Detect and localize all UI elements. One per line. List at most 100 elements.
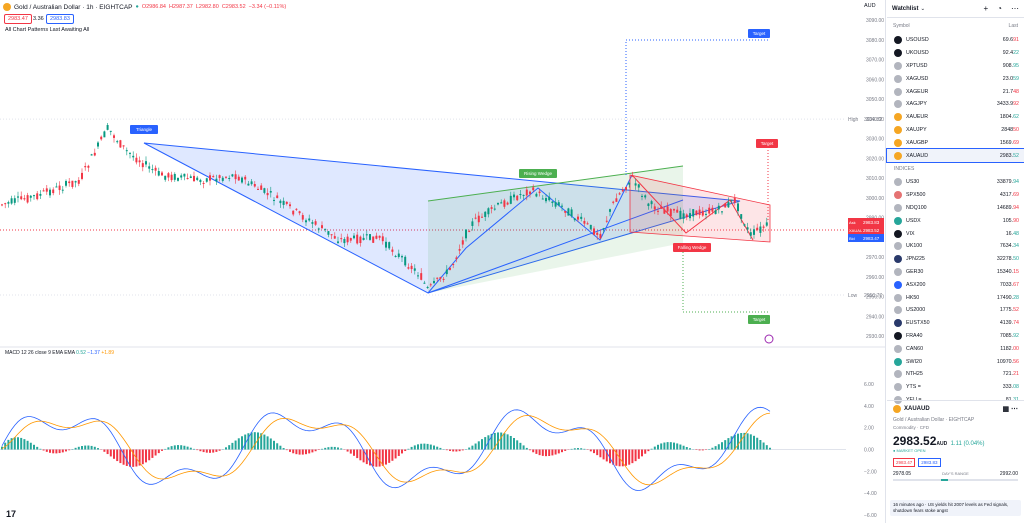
chevron-down-icon[interactable]: ⌄	[920, 5, 926, 12]
candle-body	[221, 177, 224, 181]
detail-ask[interactable]: 2983.83	[918, 458, 941, 467]
watchlist-row-eustx50[interactable]: EUSTX50 4139.74	[887, 317, 1024, 330]
candle-body	[29, 195, 32, 198]
candle-body	[109, 130, 112, 132]
detail-symbol[interactable]: XAUAUD	[904, 406, 930, 412]
layout-icon[interactable]: ◔	[997, 4, 1002, 13]
watchlist-row-xauaud[interactable]: XAUAUD 2983.52	[886, 148, 1024, 163]
candle-body	[490, 207, 493, 209]
macd-histogram-bar	[90, 445, 93, 450]
candle-body	[193, 175, 195, 182]
watchlist-row-swi20[interactable]: SWI20 10970.56	[887, 355, 1024, 368]
symbol-title[interactable]: Gold / Australian Dollar · 1h · EIGHTCAP	[14, 3, 133, 11]
col-last[interactable]: Last	[1008, 23, 1018, 29]
watchlist-row-spx500[interactable]: SPX500 4317.69	[887, 189, 1024, 202]
macd-histogram-bar	[353, 449, 355, 456]
macd-histogram-bar	[29, 442, 32, 450]
symbol-logo-icon	[894, 293, 902, 302]
candle-body	[39, 193, 42, 196]
watchlist-row-xptusd[interactable]: XPTUSD 908.95	[887, 60, 1024, 73]
candle-body	[413, 268, 416, 271]
macd-legend[interactable]: MACD 12 26 close 9 EMA EMA 0.52 −1.37 +1…	[5, 350, 114, 356]
buy-price-button[interactable]: 2983.83	[46, 14, 74, 24]
macd-histogram-bar	[570, 448, 573, 450]
watchlist-row-jpn225[interactable]: JPN225 32278.50	[887, 253, 1024, 266]
price-tick-label: 3010.00	[866, 176, 884, 182]
candle-body	[244, 176, 247, 180]
watchlist-row-usousd[interactable]: USOUSD 69.691	[887, 34, 1024, 47]
triangle-target-line	[625, 39, 770, 175]
watchlist-row-hk50[interactable]: HK50 17490.28	[887, 291, 1024, 304]
sell-price-button[interactable]: 2983.47	[4, 14, 32, 24]
watchlist-row-yeu[interactable]: YEU = 81.31	[887, 394, 1024, 407]
macd-histogram-bar	[653, 446, 656, 450]
watchlist-row-us30[interactable]: US30 33879.94	[887, 176, 1024, 189]
watchlist-row-ukousd[interactable]: UKOUSD 92.422	[887, 47, 1024, 60]
price-tick-label: 3060.00	[866, 77, 884, 83]
macd-histogram-bar	[49, 449, 51, 453]
symbol-logo-icon	[894, 100, 902, 109]
candle-body	[132, 155, 135, 158]
watchlist-row-ger30[interactable]: GER30 15340.15	[887, 266, 1024, 279]
macd-histogram-bar	[433, 445, 435, 450]
row-symbol: UKOUSD	[906, 50, 929, 57]
candle-body	[471, 221, 474, 226]
watchlist-row-xageur[interactable]: XAGEUR 21.748	[887, 85, 1024, 98]
watchlist-row-yts[interactable]: YTS = 333.08	[887, 381, 1024, 394]
macd-histogram-bar	[596, 449, 599, 456]
candle-body	[42, 190, 45, 192]
currency-label[interactable]: AUD	[864, 3, 876, 9]
more-icon[interactable]: ⋯	[1011, 4, 1019, 13]
watchlist-row-xaueur[interactable]: XAUEUR 1804.62	[887, 111, 1024, 124]
watchlist-row-us2000[interactable]: US2000 1775.52	[887, 304, 1024, 317]
row-last: 3433.992	[996, 101, 1019, 108]
candle-body	[685, 214, 688, 218]
candle-body	[557, 202, 560, 206]
candle-body	[26, 195, 29, 203]
macd-histogram-bar	[205, 449, 208, 453]
macd-histogram-bar	[625, 449, 627, 466]
target-label-up-bg	[748, 29, 770, 38]
watchlist-row-xaujpy[interactable]: XAUJPY 284850	[887, 124, 1024, 137]
watchlist-title[interactable]: Watchlist	[892, 5, 919, 12]
macd-histogram-bar	[532, 449, 535, 453]
candle-body	[410, 265, 413, 270]
macd-histogram-bar	[58, 449, 61, 454]
candle-body	[100, 136, 103, 140]
candle-body	[554, 201, 557, 207]
macd-histogram-bar	[13, 437, 16, 450]
watchlist-row-nth25[interactable]: NTH25 721.21	[887, 368, 1024, 381]
candle-body	[637, 184, 640, 188]
watchlist-row-ndq100[interactable]: NDQ100 14689.94	[887, 202, 1024, 215]
watchlist-row-can60[interactable]: CAN60 1182.00	[887, 342, 1024, 355]
watchlist-row-vix[interactable]: VIX 16.48	[887, 227, 1024, 240]
price-chart[interactable]: Triangle Rising Wedge Falling Wedge Target T…	[0, 0, 886, 523]
macd-tick-label: 2.00	[864, 426, 874, 432]
col-symbol[interactable]: Symbol	[893, 23, 910, 29]
candle-body	[426, 287, 429, 289]
watchlist-row-usdx[interactable]: USDX 105.90	[887, 214, 1024, 227]
watchlist-row-xagusd[interactable]: XAGUSD 23.059	[887, 72, 1024, 85]
detail-bid[interactable]: 2983.47	[893, 458, 916, 467]
symbol-logo-icon	[894, 242, 902, 251]
watchlist-row-xaugbp[interactable]: XAUGBP 1569.69	[887, 136, 1024, 149]
add-symbol-icon[interactable]: +	[983, 4, 989, 13]
grid-icon[interactable]: ▦ ⋯	[1002, 406, 1018, 413]
candle-body	[529, 191, 531, 194]
section-indices[interactable]: INDICES	[894, 165, 915, 172]
chart-pane[interactable]: Triangle Rising Wedge Falling Wedge Target T…	[0, 0, 886, 523]
watchlist-row-xagjpy[interactable]: XAGJPY 3433.992	[887, 98, 1024, 111]
macd-histogram-bar	[455, 449, 458, 452]
macd-histogram-bar	[369, 449, 371, 466]
symbol-logo-icon	[894, 357, 902, 366]
news-item[interactable]: 16 minutes ago · US yields hit 2007 leve…	[890, 500, 1021, 516]
watchlist-row-uk100[interactable]: UK100 7634.34	[887, 240, 1024, 253]
candle-body	[125, 150, 128, 152]
watchlist-row-fra40[interactable]: FRA40 7085.92	[887, 330, 1024, 343]
tradingview-logo[interactable]: 17	[6, 509, 17, 519]
candle-body	[433, 280, 435, 284]
indicator-label[interactable]: All Chart Patterns Last Awaiting All	[5, 27, 90, 33]
macd-histogram-bar	[733, 434, 736, 450]
watchlist-row-asx200[interactable]: ASX200 7033.67	[887, 278, 1024, 291]
day-high: 2992.00	[999, 471, 1018, 477]
